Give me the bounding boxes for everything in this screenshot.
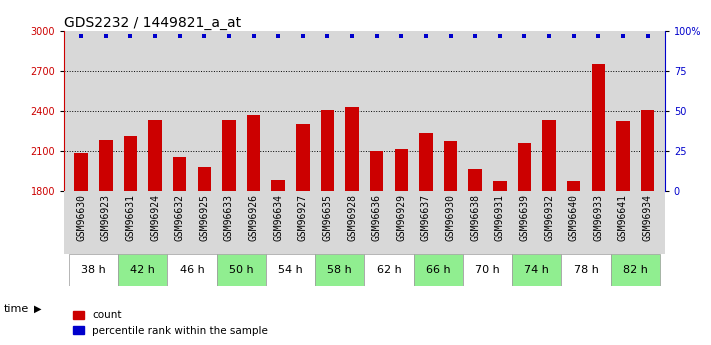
Bar xyxy=(296,124,309,190)
Bar xyxy=(542,120,556,190)
Text: 70 h: 70 h xyxy=(475,265,500,275)
Text: GDS2232 / 1449821_a_at: GDS2232 / 1449821_a_at xyxy=(64,16,241,30)
Text: 74 h: 74 h xyxy=(524,265,549,275)
Bar xyxy=(124,136,137,190)
Bar xyxy=(69,254,118,286)
Bar xyxy=(272,180,285,190)
Text: GSM96932: GSM96932 xyxy=(544,194,554,241)
Bar xyxy=(512,254,562,286)
Text: 82 h: 82 h xyxy=(623,265,648,275)
Bar xyxy=(315,254,365,286)
Text: GSM96933: GSM96933 xyxy=(593,194,604,241)
Text: GSM96630: GSM96630 xyxy=(76,194,86,241)
Text: GSM96931: GSM96931 xyxy=(495,194,505,241)
Text: 54 h: 54 h xyxy=(278,265,303,275)
Bar xyxy=(518,143,531,190)
Bar xyxy=(365,254,414,286)
Legend: count, percentile rank within the sample: count, percentile rank within the sample xyxy=(69,306,272,340)
Bar xyxy=(346,107,359,190)
Text: GSM96639: GSM96639 xyxy=(520,194,530,241)
Text: ▶: ▶ xyxy=(34,304,42,314)
Text: GSM96925: GSM96925 xyxy=(199,194,209,241)
Text: GSM96640: GSM96640 xyxy=(569,194,579,241)
Text: GSM96636: GSM96636 xyxy=(372,194,382,241)
Bar xyxy=(149,120,162,190)
Bar xyxy=(616,121,630,190)
Text: GSM96641: GSM96641 xyxy=(618,194,628,241)
Bar xyxy=(463,254,512,286)
Text: GSM96934: GSM96934 xyxy=(643,194,653,241)
Bar xyxy=(266,254,315,286)
Bar xyxy=(217,254,266,286)
Bar xyxy=(247,115,260,190)
Bar xyxy=(611,254,660,286)
Bar xyxy=(167,254,217,286)
Text: time: time xyxy=(4,304,29,314)
Text: 62 h: 62 h xyxy=(377,265,402,275)
Bar xyxy=(395,149,408,190)
Text: GSM96638: GSM96638 xyxy=(470,194,480,241)
Text: GSM96930: GSM96930 xyxy=(446,194,456,241)
Text: GSM96635: GSM96635 xyxy=(323,194,333,241)
Text: GSM96634: GSM96634 xyxy=(273,194,283,241)
Bar xyxy=(173,157,186,190)
Text: GSM96928: GSM96928 xyxy=(347,194,357,241)
Text: GSM96637: GSM96637 xyxy=(421,194,431,241)
Text: 38 h: 38 h xyxy=(81,265,106,275)
Bar xyxy=(118,254,167,286)
Text: 46 h: 46 h xyxy=(180,265,204,275)
Text: GSM96923: GSM96923 xyxy=(101,194,111,241)
Text: GSM96924: GSM96924 xyxy=(150,194,160,241)
Text: GSM96631: GSM96631 xyxy=(125,194,136,241)
Text: 78 h: 78 h xyxy=(574,265,599,275)
Bar xyxy=(75,154,88,190)
Bar xyxy=(592,64,605,190)
Bar xyxy=(321,109,334,190)
Text: GSM96926: GSM96926 xyxy=(249,194,259,241)
Text: 42 h: 42 h xyxy=(130,265,155,275)
Text: GSM96927: GSM96927 xyxy=(298,194,308,241)
Text: GSM96632: GSM96632 xyxy=(175,194,185,241)
Text: GSM96929: GSM96929 xyxy=(396,194,406,241)
Bar xyxy=(567,181,580,190)
Bar xyxy=(198,167,211,190)
Bar xyxy=(469,169,482,190)
Bar xyxy=(370,151,383,190)
Bar xyxy=(223,120,236,190)
Bar xyxy=(414,254,463,286)
Bar xyxy=(641,109,654,190)
Bar xyxy=(419,134,433,190)
Bar xyxy=(99,140,112,190)
Bar xyxy=(444,141,457,190)
Bar xyxy=(562,254,611,286)
Bar xyxy=(493,181,506,190)
Text: 66 h: 66 h xyxy=(426,265,451,275)
Text: GSM96633: GSM96633 xyxy=(224,194,234,241)
Text: 50 h: 50 h xyxy=(229,265,254,275)
Text: 58 h: 58 h xyxy=(327,265,352,275)
